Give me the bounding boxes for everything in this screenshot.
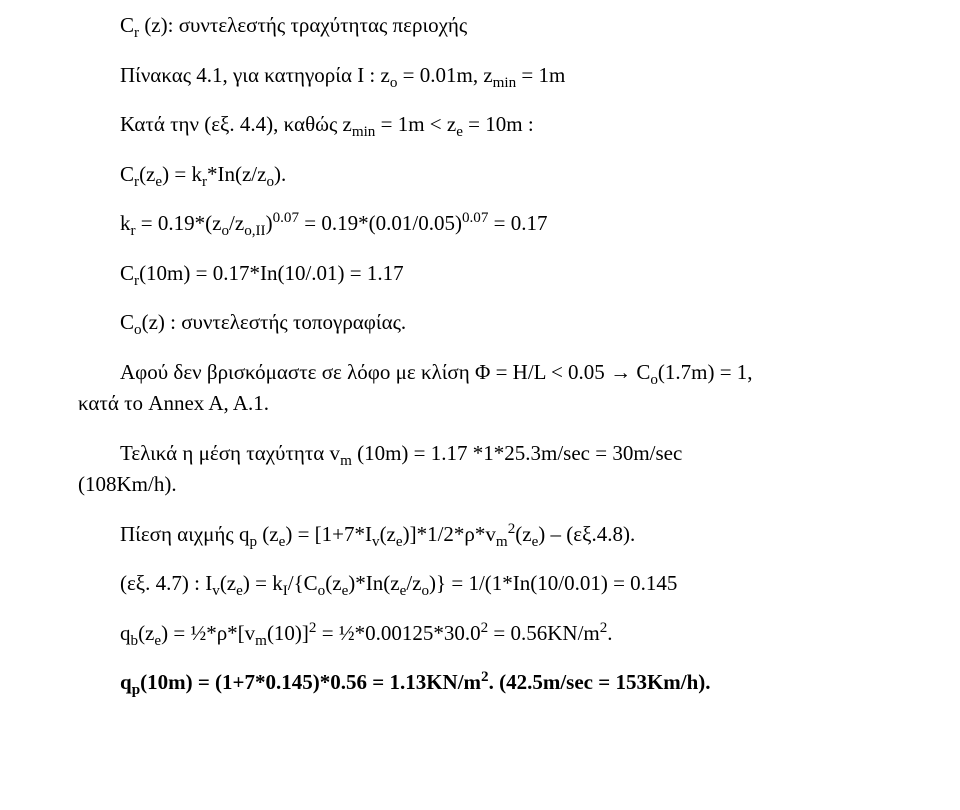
- line-13-result: qp(10m) = (1+7*0.145)*0.56 = 1.13KN/m2. …: [78, 667, 882, 699]
- text: ) = ½*ρ*[v: [161, 621, 255, 645]
- text: = ½*0.00125*30.0: [316, 621, 480, 645]
- subscript: m: [255, 633, 267, 649]
- line-4: Cr(ze) = kr*In(z/zo).: [78, 159, 882, 191]
- text: /z: [229, 211, 244, 235]
- superscript: 0.07: [462, 210, 488, 226]
- line-9: Τελικά η μέση ταχύτητα vm (10m) = 1.17 *…: [78, 438, 882, 501]
- text: k: [120, 211, 131, 235]
- subscript: o: [650, 372, 658, 388]
- text: (z): συντελεστής τραχύτητας περιοχής: [139, 13, 467, 37]
- text: (z: [139, 162, 155, 186]
- superscript: 0.07: [273, 210, 299, 226]
- text: ) = [1+7*I: [285, 522, 372, 546]
- text: = 1m < z: [375, 112, 456, 136]
- text: (z) : συντελεστής τοπογραφίας.: [142, 310, 407, 334]
- text: ) = k: [162, 162, 202, 186]
- text: C: [120, 261, 134, 285]
- text: (108Km/h).: [78, 472, 177, 496]
- text: (10m) = 0.17*In(10/.01) = 1.17: [139, 261, 404, 285]
- text: = 0.19*(0.01/0.05): [299, 211, 462, 235]
- text: (z: [138, 621, 154, 645]
- subscript: o,II: [244, 223, 265, 239]
- subscript: m: [496, 534, 508, 550]
- text: )]*1/2*ρ*v: [403, 522, 496, 546]
- subscript: m: [340, 453, 352, 469]
- text: = 0.17: [488, 211, 547, 235]
- subscript: p: [249, 534, 257, 550]
- text: C: [120, 162, 134, 186]
- text: Αφού δεν βρισκόμαστε σε λόφο με κλίση Φ …: [120, 360, 610, 384]
- text: κατά το Annex A, A.1.: [78, 391, 269, 415]
- text: q: [120, 670, 132, 694]
- subscript: min: [493, 75, 517, 91]
- line-6: Cr(10m) = 0.17*In(10/.01) = 1.17: [78, 258, 882, 290]
- text: (z: [325, 571, 341, 595]
- text: C: [120, 310, 134, 334]
- text: (10)]: [267, 621, 309, 645]
- line-1: Cr (z): συντελεστής τραχύτητας περιοχής: [78, 10, 882, 42]
- line-2: Πίνακας 4.1, για κατηγορία Ι : zo = 0.01…: [78, 60, 882, 92]
- text: C: [120, 13, 134, 37]
- line-7: Co(z) : συντελεστής τοπογραφίας.: [78, 307, 882, 339]
- text: /{C: [288, 571, 318, 595]
- text: = 0.19*(z: [136, 211, 222, 235]
- line-5: kr = 0.19*(zo/zo,II)0.07 = 0.19*(0.01/0.…: [78, 208, 882, 240]
- line-10: Πίεση αιχμής qp (ze) = [1+7*Iv(ze)]*1/2*…: [78, 519, 882, 551]
- subscript: o: [266, 174, 274, 190]
- text: (10m) = (1+7*0.145)*0.56 = 1.13KN/m: [140, 670, 481, 694]
- text: (z: [257, 522, 279, 546]
- line-8: Αφού δεν βρισκόμαστε σε λόφο με κλίση Φ …: [78, 357, 882, 420]
- text: Πίεση αιχμής q: [120, 522, 249, 546]
- text: (z: [515, 522, 531, 546]
- subscript: p: [132, 682, 140, 698]
- line-11: (εξ. 4.7) : Iv(ze) = kI/{Co(ze)*In(ze/zo…: [78, 568, 882, 600]
- arrow-icon: →: [610, 361, 631, 384]
- subscript: b: [131, 633, 139, 649]
- subscript: e: [456, 124, 463, 140]
- text: = 1m: [516, 63, 565, 87]
- text: *In(z/z: [207, 162, 266, 186]
- text: (εξ. 4.7) : I: [120, 571, 212, 595]
- subscript: e: [396, 534, 403, 550]
- text: = 10m :: [463, 112, 534, 136]
- subscript: v: [212, 583, 220, 599]
- text: Κατά την (εξ. 4.4), καθώς z: [120, 112, 352, 136]
- text: (z: [220, 571, 236, 595]
- subscript: v: [372, 534, 380, 550]
- text: ) – (εξ.4.8).: [538, 522, 635, 546]
- text: ): [266, 211, 273, 235]
- text: (1.7m) = 1,: [658, 360, 753, 384]
- text: Πίνακας 4.1, για κατηγορία Ι : z: [120, 63, 390, 87]
- text: (10m) = 1.17 *1*25.3m/sec = 30m/sec: [352, 441, 682, 465]
- text: )*In(z: [348, 571, 399, 595]
- line-3: Κατά την (εξ. 4.4), καθώς zmin = 1m < ze…: [78, 109, 882, 141]
- document-page: Cr (z): συντελεστής τραχύτητας περιοχής …: [0, 0, 960, 727]
- text: )} = 1/(1*In(10/0.01) = 0.145: [429, 571, 677, 595]
- superscript: 2: [481, 669, 489, 685]
- text: = 0.56KN/m: [488, 621, 600, 645]
- text: Τελικά η μέση ταχύτητα v: [120, 441, 340, 465]
- subscript: o: [134, 322, 142, 338]
- subscript: e: [236, 583, 243, 599]
- text: /z: [406, 571, 421, 595]
- superscript: 2: [481, 620, 489, 636]
- subscript: o: [421, 583, 429, 599]
- text: C: [631, 360, 650, 384]
- text: ).: [274, 162, 286, 186]
- line-12: qb(ze) = ½*ρ*[vm(10)]2 = ½*0.00125*30.02…: [78, 618, 882, 650]
- text: .: [607, 621, 612, 645]
- text: = 0.01m, z: [397, 63, 492, 87]
- subscript: min: [352, 124, 376, 140]
- text: . (42.5m/sec = 153Km/h).: [489, 670, 711, 694]
- text: q: [120, 621, 131, 645]
- text: (z: [380, 522, 396, 546]
- text: ) = k: [243, 571, 283, 595]
- subscript: o: [221, 223, 229, 239]
